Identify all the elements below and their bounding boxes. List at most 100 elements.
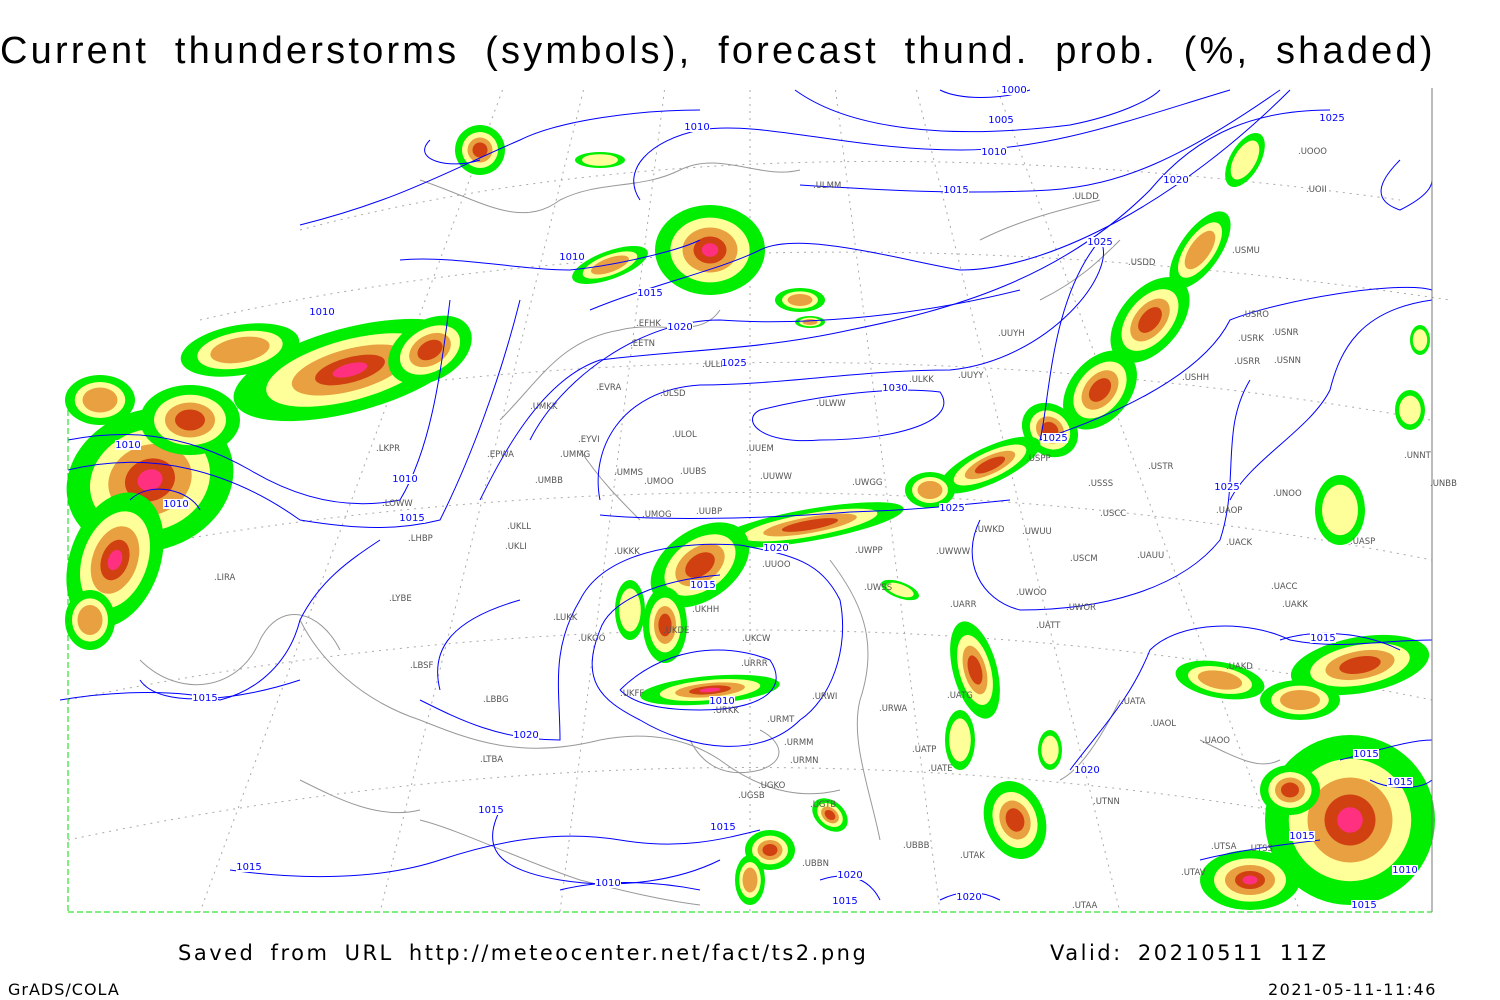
longitude-line <box>559 89 665 913</box>
coastline <box>299 779 421 814</box>
thunderstorm-area <box>455 125 505 175</box>
station-label: .EFHK <box>636 319 661 329</box>
isobar-line <box>971 379 1251 611</box>
probability-contour <box>1184 230 1216 270</box>
probability-contour <box>210 336 270 364</box>
isobar-label-bg <box>309 307 335 317</box>
probability-contour <box>917 481 943 499</box>
thunderstorm-area <box>140 385 240 455</box>
isobar-label: 1010 <box>709 696 734 707</box>
generated-timestamp: 2021-05-11-11:46 <box>1268 980 1437 999</box>
probability-contour <box>1197 670 1243 690</box>
station-label: .UUYY <box>958 371 984 381</box>
isobars <box>59 89 1433 901</box>
station-label: .UKLL <box>507 522 531 532</box>
thunderstorm-area <box>950 621 1000 719</box>
thunderstorm-area <box>655 205 765 295</box>
isobar-line <box>529 289 1021 441</box>
isobar-line <box>559 882 701 891</box>
longitude-line <box>997 89 1301 913</box>
probability-contour <box>1005 808 1025 832</box>
isobar-line <box>424 139 481 165</box>
probability-contour <box>802 319 818 325</box>
thunderstorm-area <box>1110 277 1190 363</box>
isobar-label-bg <box>709 696 735 706</box>
thunderstorm-area <box>1169 211 1231 289</box>
station-label: .UWOR <box>1066 603 1096 613</box>
isobar-label-bg <box>882 383 908 393</box>
station-label: .UKHH <box>692 605 719 615</box>
thunderstorm-area <box>643 587 687 663</box>
station-labels: .ULMM .ULDD .USMU .USDD .USRO .USRK .USNR .USRR… <box>214 147 1457 911</box>
isobar-label-bg <box>837 870 863 880</box>
isobar-label-bg <box>684 122 710 132</box>
latitude-line <box>119 361 1431 431</box>
longitude-line <box>199 89 503 913</box>
station-label: .UACC <box>1271 582 1298 592</box>
isobar-line <box>479 109 1331 501</box>
station-label: .LBBG <box>483 695 509 705</box>
thunderstorm-area <box>795 316 825 328</box>
station-label: .UKLI <box>505 542 527 552</box>
station-label: .UAOP <box>1216 506 1242 516</box>
isobar-line <box>1279 632 1433 761</box>
station-label: .UGSB <box>738 791 765 801</box>
thunderstorm-area <box>1260 765 1320 815</box>
isobar-label-bg <box>721 358 747 368</box>
probability-contour <box>1281 782 1299 798</box>
station-label: .UAUU <box>1137 551 1164 561</box>
isobar-line <box>1380 159 1433 211</box>
station-label: .UNNT <box>1404 451 1432 461</box>
thunderstorm-area <box>881 579 919 601</box>
thunderstorm-area <box>65 375 135 425</box>
station-label: .LOWW <box>382 499 413 509</box>
station-label: .UAOO <box>1202 736 1230 746</box>
station-label: .ULWW <box>816 399 846 409</box>
isobar-label-bg <box>1351 900 1377 910</box>
station-label: .UTAV <box>1181 868 1206 878</box>
probability-contour <box>1322 484 1358 536</box>
latitude-line <box>299 160 1401 231</box>
isobar-label: 1010 <box>559 252 584 263</box>
isobar-label: 1005 <box>988 115 1013 126</box>
probability-contour <box>787 294 813 306</box>
isobar-label-bg <box>392 474 418 484</box>
latitude-line <box>199 251 1451 321</box>
isobar-label: 1020 <box>956 892 981 903</box>
isobar-line <box>67 299 521 528</box>
thunderstorm-area <box>180 323 300 377</box>
probability-contour <box>472 142 488 158</box>
isobar-label: 1010 <box>1392 865 1417 876</box>
station-label: .UATA <box>1121 697 1146 707</box>
thunderstorm-area <box>735 855 765 905</box>
isobar-line <box>59 539 381 701</box>
isobar-label-bg <box>939 503 965 513</box>
probability-contour <box>699 687 721 693</box>
probability-contour <box>619 588 641 632</box>
station-label: .EPWA <box>487 450 514 460</box>
isobar-label: 1020 <box>1074 765 1099 776</box>
longitude-line <box>379 89 584 913</box>
isobar-line <box>752 389 945 442</box>
thunderstorm-area <box>983 781 1047 859</box>
thunderstorm-area <box>1290 634 1430 696</box>
station-label: .UBBB <box>903 841 930 851</box>
station-label: .EYVI <box>578 435 600 445</box>
station-label: .UKOO <box>578 634 606 644</box>
probability-contour <box>107 549 123 571</box>
probability-contour <box>82 387 118 413</box>
isobar-label-bg <box>399 513 425 523</box>
station-label: .URWI <box>812 692 837 702</box>
thunderstorm-area <box>1315 475 1365 545</box>
probability-contour <box>1242 875 1258 885</box>
isobar-label: 1010 <box>115 440 140 451</box>
isobar-label: 1015 <box>710 822 735 833</box>
station-label: .UAKK <box>1282 600 1308 610</box>
thunderstorm-area <box>1063 350 1137 430</box>
isobar-label: 1020 <box>837 870 862 881</box>
isobar-line <box>492 809 721 885</box>
isobar-label-bg <box>1001 85 1027 95</box>
isobar-label-bg <box>981 147 1007 157</box>
isobar-label: 1020 <box>667 322 692 333</box>
